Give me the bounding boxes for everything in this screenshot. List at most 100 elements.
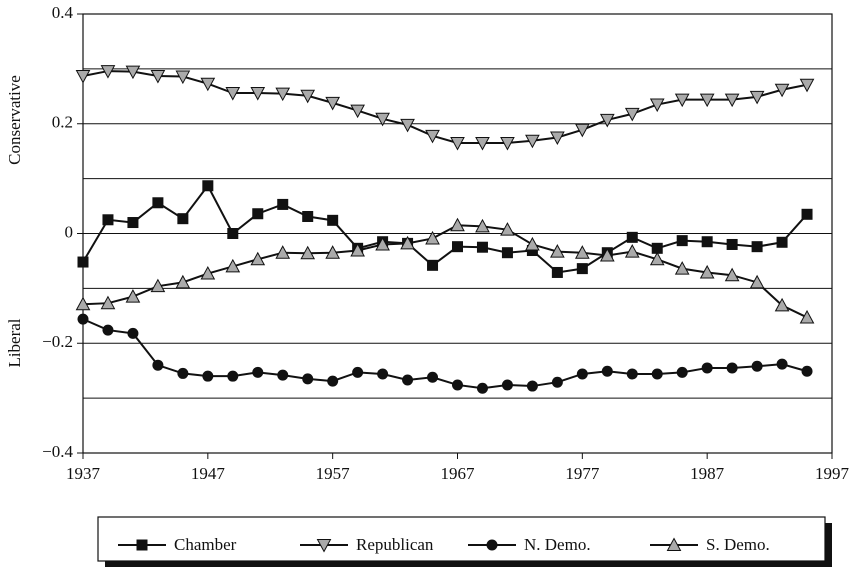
marker bbox=[724, 93, 740, 108]
x-tick-label: 1967 bbox=[441, 464, 476, 483]
marker bbox=[452, 379, 463, 391]
marker bbox=[674, 93, 690, 108]
y-tick-label: −0.4 bbox=[42, 442, 73, 461]
marker bbox=[100, 295, 116, 310]
legend: Chamber Republican N. Demo. S. Demo. bbox=[97, 516, 832, 567]
y-tick-label: 0.4 bbox=[52, 3, 74, 22]
marker bbox=[751, 241, 763, 253]
marker bbox=[551, 376, 563, 388]
marker bbox=[476, 241, 488, 253]
marker bbox=[774, 83, 790, 98]
marker bbox=[574, 245, 590, 259]
marker bbox=[152, 197, 164, 209]
marker bbox=[77, 313, 89, 325]
marker bbox=[450, 136, 465, 151]
marker bbox=[200, 77, 216, 92]
marker bbox=[599, 113, 615, 128]
marker bbox=[302, 373, 314, 385]
marker bbox=[599, 247, 615, 262]
legend-marker bbox=[316, 539, 332, 553]
marker bbox=[227, 370, 239, 382]
marker bbox=[649, 98, 665, 113]
marker bbox=[127, 217, 139, 229]
x-tick-label: 1987 bbox=[690, 464, 725, 483]
marker bbox=[726, 362, 738, 374]
marker bbox=[177, 367, 189, 379]
marker bbox=[676, 235, 688, 247]
marker bbox=[450, 217, 465, 232]
marker bbox=[799, 78, 815, 93]
y-tick-label: 0.2 bbox=[52, 113, 73, 132]
marker bbox=[127, 327, 139, 339]
marker bbox=[500, 136, 515, 151]
marker bbox=[674, 261, 690, 275]
series-line bbox=[82, 318, 808, 390]
marker bbox=[427, 259, 439, 271]
marker bbox=[300, 89, 316, 104]
marker bbox=[425, 230, 440, 245]
marker bbox=[327, 214, 339, 226]
marker bbox=[325, 96, 341, 111]
marker bbox=[701, 236, 713, 248]
y-axis-label-upper: Conservative bbox=[5, 75, 24, 165]
marker bbox=[300, 245, 316, 260]
marker bbox=[277, 198, 289, 210]
x-tick-label: 1937 bbox=[66, 464, 101, 483]
marker bbox=[475, 218, 490, 233]
marker bbox=[77, 256, 89, 268]
legend-marker bbox=[666, 537, 682, 551]
marker bbox=[526, 380, 538, 392]
marker bbox=[624, 107, 640, 122]
marker bbox=[701, 362, 713, 374]
marker bbox=[651, 368, 663, 380]
marker bbox=[375, 236, 390, 251]
marker bbox=[252, 366, 264, 378]
x-tick-label: 1947 bbox=[191, 464, 226, 483]
marker bbox=[799, 309, 815, 324]
marker bbox=[801, 365, 813, 377]
marker bbox=[152, 359, 164, 371]
marker bbox=[250, 251, 266, 266]
marker bbox=[699, 93, 715, 108]
marker bbox=[227, 228, 239, 239]
marker bbox=[427, 371, 439, 383]
marker bbox=[576, 263, 588, 275]
marker bbox=[500, 222, 515, 236]
marker bbox=[749, 274, 765, 289]
marker bbox=[150, 278, 166, 293]
marker bbox=[551, 266, 563, 278]
marker bbox=[649, 251, 665, 266]
marker bbox=[525, 236, 540, 251]
marker bbox=[526, 245, 538, 257]
marker bbox=[425, 129, 440, 144]
marker bbox=[525, 134, 540, 149]
marker bbox=[175, 274, 191, 289]
marker bbox=[125, 65, 141, 80]
marker bbox=[250, 87, 266, 101]
marker bbox=[626, 231, 638, 243]
marker bbox=[102, 214, 114, 226]
marker bbox=[476, 382, 488, 394]
marker bbox=[200, 266, 216, 280]
marker bbox=[749, 90, 765, 105]
marker bbox=[624, 244, 640, 258]
marker bbox=[225, 258, 241, 273]
marker bbox=[724, 267, 740, 282]
marker bbox=[177, 213, 189, 225]
marker bbox=[375, 112, 390, 127]
marker bbox=[275, 245, 291, 259]
marker bbox=[277, 369, 289, 381]
marker bbox=[325, 245, 341, 259]
marker bbox=[275, 87, 291, 102]
marker bbox=[352, 366, 364, 378]
y-tick-label: 0 bbox=[65, 222, 74, 241]
marker bbox=[801, 208, 813, 220]
series-line bbox=[82, 70, 808, 144]
legend-marker bbox=[486, 539, 498, 551]
marker bbox=[225, 87, 241, 101]
series-line bbox=[82, 224, 808, 319]
marker bbox=[626, 368, 638, 380]
marker bbox=[400, 118, 415, 133]
legend-label: Republican bbox=[356, 535, 434, 554]
marker bbox=[751, 360, 763, 372]
